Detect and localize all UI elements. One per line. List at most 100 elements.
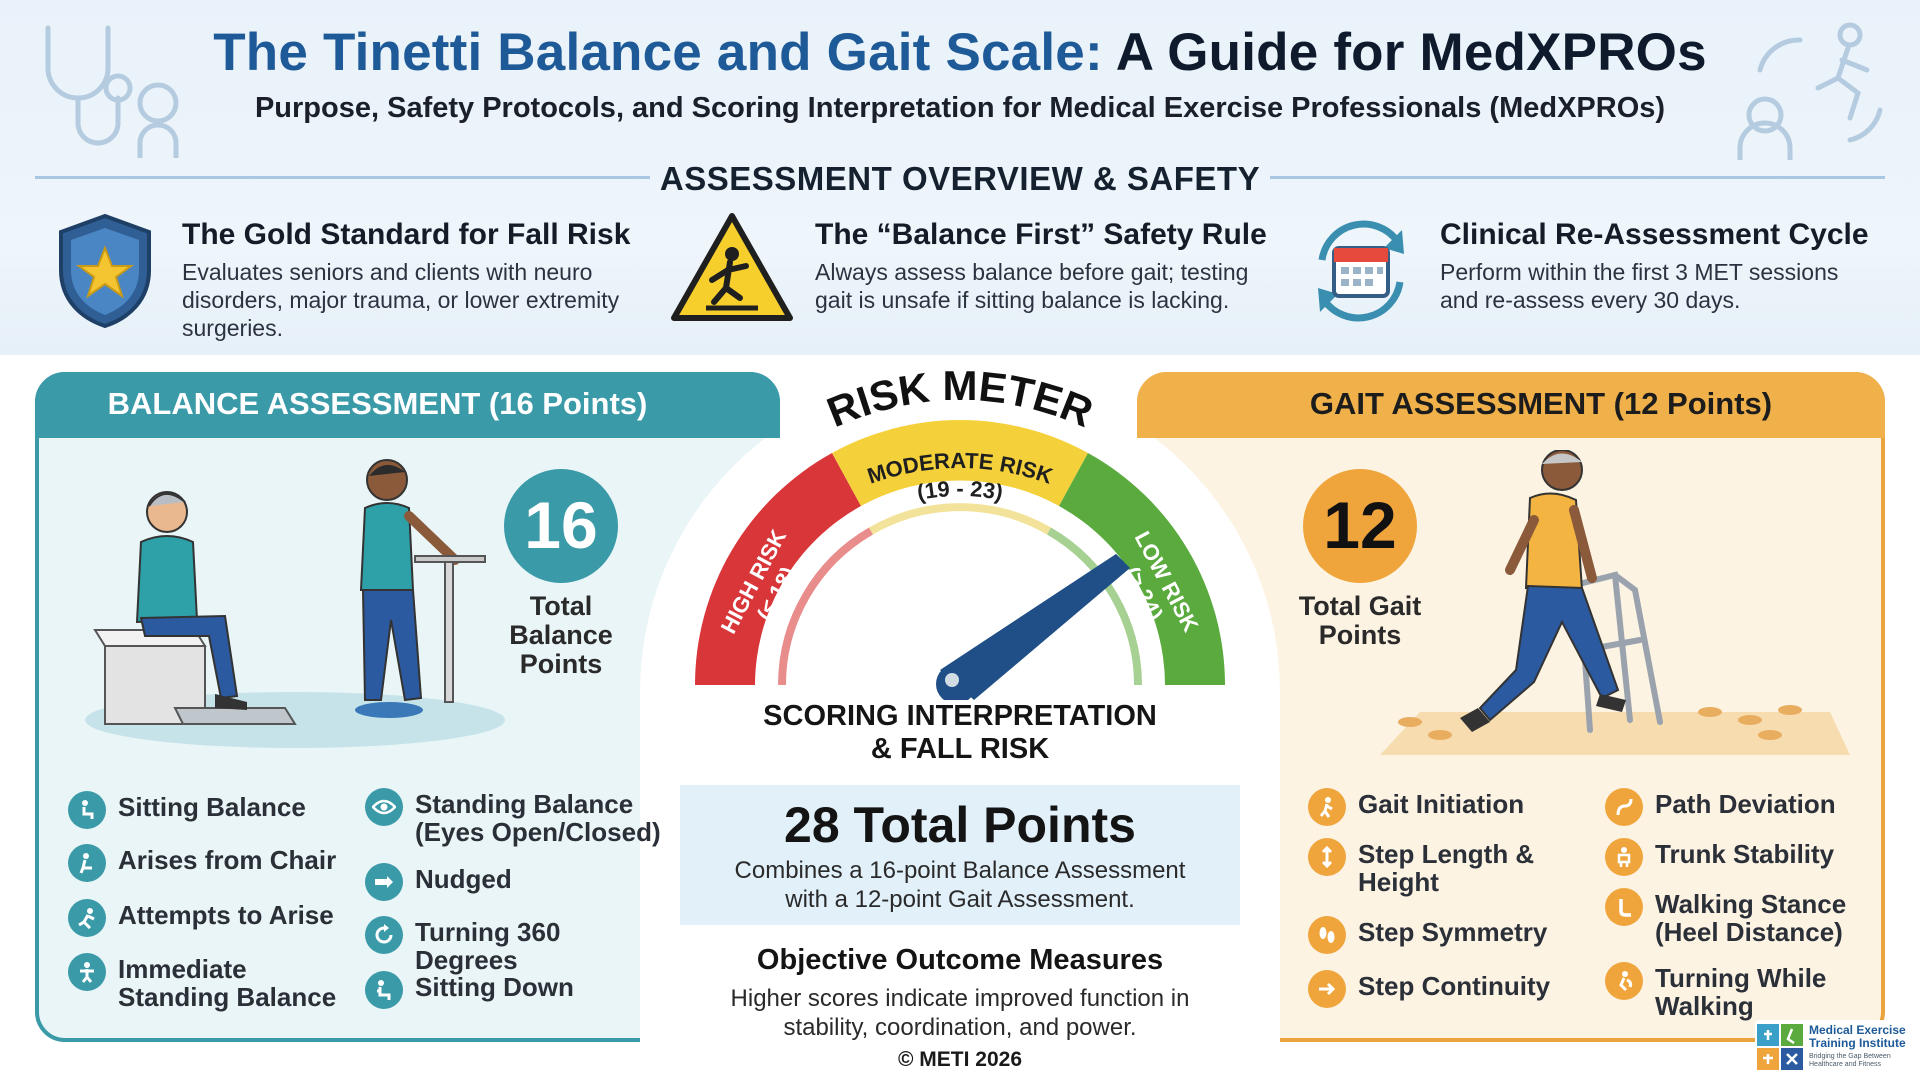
ruler-icon bbox=[1308, 838, 1346, 876]
overview-card-3-desc: Perform within the first 3 MET sessions … bbox=[1440, 259, 1839, 313]
balance-item-immediate-standing: Immediate Standing Balance bbox=[68, 953, 358, 1012]
balance-score-circle bbox=[504, 469, 618, 583]
gait-item-step-continuity: Step Continuity bbox=[1308, 970, 1578, 1008]
balance-item-nudged: Nudged bbox=[365, 863, 645, 901]
turning-walker-icon bbox=[1605, 962, 1643, 1000]
balance-score: 16 bbox=[524, 488, 598, 562]
rotate-icon bbox=[365, 916, 403, 954]
shield-star-icon bbox=[59, 213, 151, 329]
attempt-rise-icon bbox=[68, 899, 106, 937]
footprints-icon bbox=[1308, 916, 1346, 954]
title-part-2: A Guide for MedXPROs bbox=[1115, 23, 1707, 82]
balance-item-arises-from-chair: Arises from Chair bbox=[68, 844, 348, 882]
divider-left bbox=[35, 176, 650, 179]
eye-icon bbox=[365, 788, 403, 826]
calendar-cycle-icon bbox=[1318, 220, 1404, 322]
gait-item-label: Turning While Walking bbox=[1655, 963, 1827, 1021]
gait-score-circle bbox=[1303, 469, 1417, 583]
gait-item-label: Step Symmetry bbox=[1358, 917, 1548, 947]
overview-card-2-desc: Always assess balance before gait; testi… bbox=[815, 259, 1249, 313]
arrow-right-icon bbox=[1308, 970, 1346, 1008]
balance-illustration bbox=[85, 459, 505, 748]
gait-item-step-symmetry: Step Symmetry bbox=[1308, 916, 1578, 954]
gait-item-label: Step Length & Height bbox=[1358, 839, 1535, 897]
standing-person-icon bbox=[68, 953, 106, 991]
gait-item-label: Step Continuity bbox=[1358, 971, 1551, 1001]
overview-heading: ASSESSMENT OVERVIEW & SAFETY bbox=[659, 160, 1261, 197]
gait-header-bar bbox=[1137, 372, 1885, 438]
gauge-high-segment bbox=[695, 453, 861, 685]
sitting-person-icon bbox=[68, 791, 106, 829]
walking-person-icon bbox=[1308, 788, 1346, 826]
gait-item-step-length: Step Length & Height bbox=[1308, 838, 1578, 897]
balance-item-standing-balance: Standing Balance (Eyes Open/Closed) bbox=[365, 788, 665, 847]
meti-logo-name-line-1: Medical Exercise bbox=[1809, 1023, 1906, 1037]
outcome-desc: Higher scores indicate improved function… bbox=[730, 985, 1190, 1041]
balance-item-sitting-down: Sitting Down bbox=[365, 971, 645, 1009]
risk-meter: RISK METER MODERATE RISK (19 - 23) HIGH … bbox=[695, 370, 1225, 700]
moderate-risk-range: (19 - 23) bbox=[915, 476, 1005, 505]
copyright: © METI 2026 bbox=[897, 1048, 1023, 1071]
risk-meter-caption-line-1: SCORING INTERPRETATION bbox=[763, 700, 1157, 732]
overview-card-3-title: Clinical Re-Assessment Cycle bbox=[1440, 218, 1869, 251]
meti-logo-tagline: Bridging the Gap Between Healthcare and … bbox=[1809, 1053, 1891, 1068]
total-points-desc: Combines a 16-point Balance Assessment w… bbox=[734, 857, 1186, 913]
balance-item-label: Attempts to Arise bbox=[118, 900, 334, 930]
warning-fall-icon bbox=[671, 213, 793, 321]
gait-item-label: Walking Stance (Heel Distance) bbox=[1655, 889, 1847, 947]
gait-item-trunk-stability: Trunk Stability bbox=[1605, 838, 1875, 876]
sit-down-icon bbox=[365, 971, 403, 1009]
balance-item-label: Turning 360 Degrees bbox=[415, 917, 561, 975]
push-hand-icon bbox=[365, 863, 403, 901]
foot-icon bbox=[1605, 888, 1643, 926]
risk-meter-caption: SCORING INTERPRETATION & FALL RISK bbox=[640, 700, 1280, 766]
gait-item-path-deviation: Path Deviation bbox=[1605, 788, 1875, 826]
meti-logo-name-line-2: Training Institute bbox=[1809, 1036, 1906, 1050]
gait-item-walking-stance: Walking Stance (Heel Distance) bbox=[1605, 888, 1885, 947]
risk-meter-caption-line-2: & FALL RISK bbox=[870, 733, 1050, 765]
overview-card-1-desc: Evaluates seniors and clients with neuro… bbox=[182, 259, 620, 341]
balance-item-sitting-balance: Sitting Balance bbox=[68, 791, 348, 829]
overview-card-1-title: The Gold Standard for Fall Risk bbox=[182, 218, 631, 251]
balance-item-label: Sitting Balance bbox=[118, 792, 306, 822]
outcome-title: Objective Outcome Measures bbox=[756, 944, 1164, 976]
balance-score-label: Total Balance Points bbox=[509, 591, 613, 679]
balance-item-label: Sitting Down bbox=[415, 972, 574, 1002]
gait-item-label: Gait Initiation bbox=[1358, 789, 1525, 819]
gauge-needle bbox=[936, 554, 1130, 700]
gait-illustration bbox=[1380, 450, 1850, 755]
total-points-title: 28 Total Points bbox=[784, 797, 1136, 853]
balance-header-title: BALANCE ASSESSMENT (16 Points) bbox=[107, 386, 648, 421]
gait-item-label: Trunk Stability bbox=[1655, 839, 1835, 869]
balance-item-label: Standing Balance (Eyes Open/Closed) bbox=[415, 789, 661, 847]
balance-item-attempts-to-arise: Attempts to Arise bbox=[68, 899, 348, 937]
meti-logo-mark bbox=[1757, 1024, 1803, 1070]
footprints bbox=[1398, 705, 1802, 740]
balance-item-turning-360: Turning 360 Degrees bbox=[365, 916, 665, 975]
title-part-1: The Tinetti Balance and Gait Scale: bbox=[213, 23, 1103, 82]
stethoscope-doctor-icon bbox=[45, 25, 179, 158]
gait-score: 12 bbox=[1323, 488, 1397, 562]
svg-text:(19 - 23): (19 - 23) bbox=[915, 476, 1005, 505]
page-subtitle: Purpose, Safety Protocols, and Scoring I… bbox=[254, 92, 1666, 124]
chair-rise-icon bbox=[68, 844, 106, 882]
meti-logo-name: Medical Exercise Training Institute bbox=[1809, 1024, 1906, 1050]
torso-icon bbox=[1605, 838, 1643, 876]
gait-score-label: Total Gait Points bbox=[1298, 591, 1422, 650]
balance-header-bar bbox=[35, 372, 780, 438]
gauge-moderate-segment bbox=[832, 420, 1088, 506]
curved-path-icon bbox=[1605, 788, 1643, 826]
gait-item-label: Path Deviation bbox=[1655, 789, 1836, 819]
center-area bbox=[640, 372, 1280, 1072]
overview-card-2-title: The “Balance First” Safety Rule bbox=[815, 218, 1267, 251]
meti-logo: Medical Exercise Training Institute Brid… bbox=[1755, 1020, 1915, 1076]
total-points-box bbox=[680, 785, 1240, 925]
gait-header-title: GAIT ASSESSMENT (12 Points) bbox=[1309, 386, 1773, 421]
runner-doctor-icon bbox=[1737, 22, 1883, 160]
balance-item-label: Immediate Standing Balance bbox=[118, 954, 337, 1012]
gait-item-turning-while-walking: Turning While Walking bbox=[1605, 962, 1885, 1021]
page-title: The Tinetti Balance and Gait Scale: A Gu… bbox=[0, 22, 1920, 83]
gauge-low-segment bbox=[1059, 453, 1225, 685]
gait-item-initiation: Gait Initiation bbox=[1308, 788, 1578, 826]
divider-right bbox=[1270, 176, 1885, 179]
